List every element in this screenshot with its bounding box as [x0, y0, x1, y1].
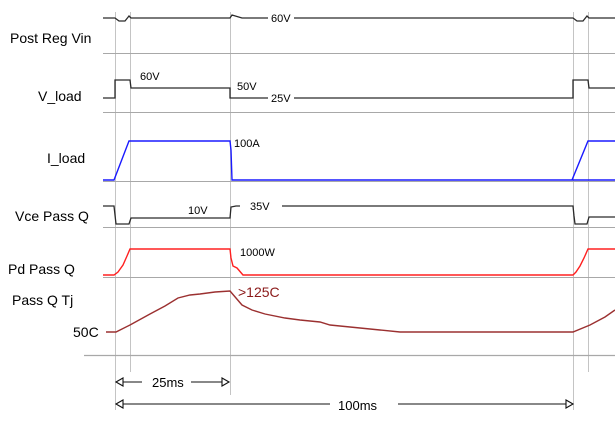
- arrowhead-left-icon: [114, 399, 124, 409]
- trace-i-load-2: [571, 140, 615, 181]
- arrowhead-right-icon: [565, 399, 575, 409]
- annotation-tj-125c: >125C: [238, 284, 280, 300]
- arrowhead-right-icon: [221, 377, 231, 387]
- dimension-100ms: [114, 399, 575, 409]
- trace-i-load: [103, 140, 615, 181]
- vertical-gridlines: [115, 12, 589, 410]
- label-pass-q-tj: Pass Q Tj: [12, 292, 73, 308]
- label-vce-pass-q: Vce Pass Q: [15, 208, 89, 224]
- trace-pd-pass-q: [103, 248, 615, 276]
- row-separators: [84, 53, 615, 357]
- label-v-load: V_load: [38, 88, 82, 104]
- annotation-vload-60v: 60V: [140, 71, 160, 83]
- label-i-load: I_load: [47, 150, 85, 166]
- label-pd-pass-q: Pd Pass Q: [8, 261, 75, 277]
- trace-post-reg-vin: [103, 14, 268, 22]
- trace-post-reg-vin-2: [294, 15, 615, 22]
- trace-v-load-2: [294, 79, 615, 99]
- trace-pass-q-tj: [106, 290, 615, 333]
- annotation-vce-35v: 35V: [250, 201, 270, 213]
- annotation-pd-1000w: 1000W: [240, 247, 275, 259]
- trace-vce-pass-q-2: [282, 205, 615, 225]
- annotation-vin-60v: 60V: [271, 13, 291, 25]
- annotation-vce-10v: 10V: [188, 205, 208, 217]
- annotation-vload-50v: 50V: [237, 81, 257, 93]
- trace-v-load: [103, 79, 268, 99]
- label-post-reg-vin: Post Reg Vin: [10, 30, 91, 46]
- dimension-100ms-label: 100ms: [338, 398, 378, 413]
- trace-vce-pass-q: [103, 205, 240, 225]
- dimension-25ms: [114, 377, 231, 387]
- arrowhead-left-icon: [114, 377, 124, 387]
- dimension-25ms-label: 25ms: [152, 375, 184, 390]
- annotation-iload-100a: 100A: [234, 138, 260, 150]
- annotation-tj-50c: 50C: [73, 324, 99, 340]
- annotation-vload-25v: 25V: [271, 93, 291, 105]
